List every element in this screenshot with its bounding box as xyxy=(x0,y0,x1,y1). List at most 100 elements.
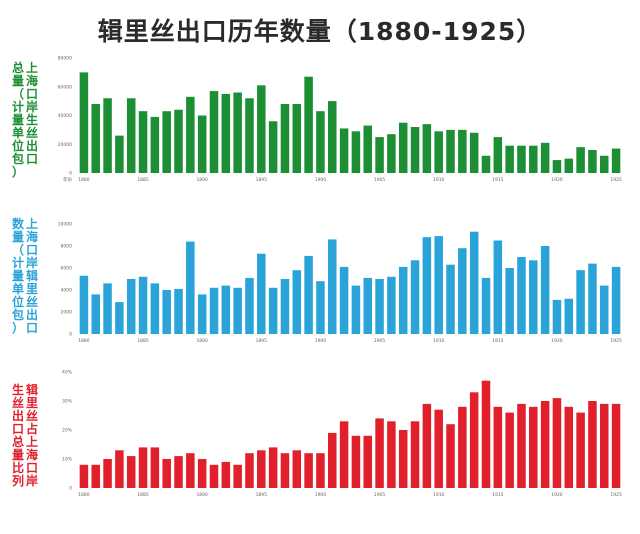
bar-1889 xyxy=(186,241,195,334)
bar-1920 xyxy=(552,398,562,488)
bar-1906 xyxy=(387,276,396,334)
x-tick-label: 1915 xyxy=(492,338,504,344)
bar-1898 xyxy=(292,450,302,488)
x-tick-label: 1880 xyxy=(78,492,90,498)
bar-1919 xyxy=(540,142,550,173)
panel3-ylabel-column: 辑里丝占上海口岸 xyxy=(26,384,39,488)
ylabel-char: 里 xyxy=(26,282,40,296)
x-tick-label: 1920 xyxy=(551,492,563,498)
y-tick-label: 0 xyxy=(69,486,72,492)
bar-1883 xyxy=(115,135,124,173)
y-tick-label: 0 xyxy=(69,332,72,338)
y-tick-label: 30% xyxy=(62,399,73,405)
bar-1901 xyxy=(328,101,337,173)
bar-1894 xyxy=(245,277,254,334)
bar-1890 xyxy=(197,115,207,173)
bar-1903 xyxy=(351,435,361,488)
y-tick-label: 40% xyxy=(62,370,73,376)
bar-1920 xyxy=(552,160,562,173)
ylabel-char: 海 xyxy=(26,230,40,244)
bar-1913 xyxy=(469,392,479,488)
bar-1893 xyxy=(233,464,242,488)
bar-1883 xyxy=(115,450,124,488)
bar-1881 xyxy=(91,464,100,488)
bar-1900 xyxy=(316,281,325,334)
bar-1915 xyxy=(493,406,503,488)
bar-1886 xyxy=(150,283,160,334)
bar-1886 xyxy=(150,116,160,173)
bar-1899 xyxy=(304,453,313,488)
ylabel-char: 丝 xyxy=(26,295,40,309)
bar-1905 xyxy=(375,418,384,488)
x-tick-label: 1910 xyxy=(433,177,445,183)
x-tick-label: 1895 xyxy=(256,492,268,498)
x-axis-label: 年份 xyxy=(63,176,72,183)
ylabel-char: 辑 xyxy=(26,383,40,397)
bar-1886 xyxy=(150,447,160,488)
bar-1892 xyxy=(221,285,231,334)
x-tick-label: 1925 xyxy=(610,177,622,183)
ylabel-char: ） xyxy=(12,321,26,335)
ylabel-char: （ xyxy=(12,87,26,101)
bar-1919 xyxy=(540,401,550,488)
bar-1904 xyxy=(363,125,372,173)
bar-1885 xyxy=(138,447,148,488)
bar-1890 xyxy=(197,459,207,488)
x-tick-label: 1885 xyxy=(137,338,149,344)
ylabel-char: 单 xyxy=(12,282,26,296)
bar-1924 xyxy=(600,285,609,334)
ylabel-char: 量 xyxy=(12,448,26,462)
bar-1918 xyxy=(529,145,538,173)
ylabel-char: 位 xyxy=(12,295,26,309)
bar-1885 xyxy=(138,276,148,334)
bar-1917 xyxy=(517,145,526,173)
x-tick-label: 1905 xyxy=(374,338,386,344)
ylabel-char: 量 xyxy=(12,74,26,88)
y-tick-label: 20% xyxy=(62,428,73,434)
bar-1890 xyxy=(197,294,207,334)
ylabel-char: 量 xyxy=(12,230,26,244)
bar-1899 xyxy=(304,255,313,334)
bar-1896 xyxy=(268,121,278,173)
bar-1882 xyxy=(103,98,112,173)
bar-1902 xyxy=(339,421,349,488)
bar-1923 xyxy=(588,401,597,488)
bar-1925 xyxy=(611,148,621,173)
bar-1921 xyxy=(564,158,574,173)
ylabel-char: 生 xyxy=(12,383,26,397)
bar-1916 xyxy=(505,412,514,488)
bar-1889 xyxy=(186,96,195,173)
bar-1911 xyxy=(446,129,455,173)
y-tick-label: 10% xyxy=(62,457,73,463)
bar-1918 xyxy=(529,260,538,334)
bar-1900 xyxy=(316,111,325,173)
bar-1919 xyxy=(540,246,550,334)
ylabel-char: 量 xyxy=(12,269,26,283)
y-tick-label: 10000 xyxy=(58,222,72,228)
y-tick-label: 2000 xyxy=(61,310,73,316)
ylabel-char: 比 xyxy=(12,461,26,475)
bar-1888 xyxy=(174,288,183,334)
bar-1915 xyxy=(493,240,503,334)
x-tick-label: 1925 xyxy=(610,338,622,344)
bar-1891 xyxy=(209,91,219,173)
ylabel-char: 口 xyxy=(12,422,26,436)
ylabel-char: 量 xyxy=(12,113,26,127)
bar-1910 xyxy=(434,409,443,488)
bar-1899 xyxy=(304,76,313,173)
ylabel-char: 丝 xyxy=(12,396,26,410)
bar-1896 xyxy=(268,287,278,334)
x-tick-label: 1880 xyxy=(78,338,90,344)
ylabel-char: 位 xyxy=(12,139,26,153)
bar-1923 xyxy=(588,150,597,173)
bar-1908 xyxy=(410,127,420,173)
ylabel-char: 里 xyxy=(26,396,40,410)
ylabel-char: 丝 xyxy=(26,409,40,423)
ylabel-char: 口 xyxy=(26,243,40,257)
x-tick-label: 1890 xyxy=(196,177,208,183)
bar-1905 xyxy=(375,137,384,173)
bar-1887 xyxy=(162,290,171,334)
panel2-ylabel: 数量（计量单位包）上海口岸辑里丝出口 xyxy=(12,218,39,335)
bar-1896 xyxy=(268,447,278,488)
